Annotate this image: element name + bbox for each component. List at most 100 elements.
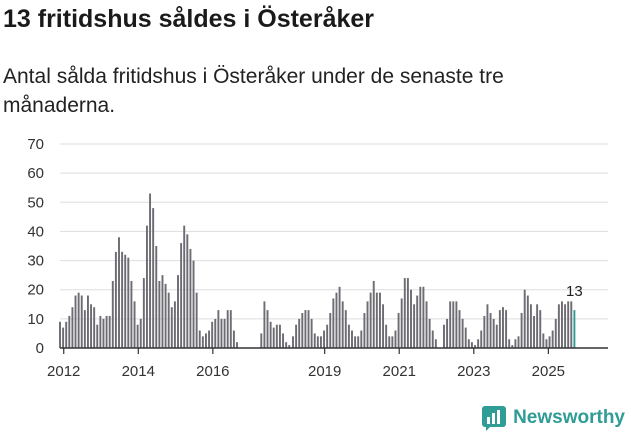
bar xyxy=(285,342,288,348)
bar xyxy=(467,339,470,348)
chart-title: 13 fritidshus såldes i Österåker xyxy=(3,5,375,33)
bar xyxy=(272,327,275,348)
x-tick-label: 2012 xyxy=(47,363,80,380)
bar xyxy=(341,301,344,348)
x-tick-label: 2014 xyxy=(122,363,155,380)
bar xyxy=(114,251,117,348)
bar xyxy=(567,301,570,348)
bar xyxy=(307,310,310,348)
bar xyxy=(83,310,86,348)
bar xyxy=(382,304,385,348)
bar xyxy=(410,289,412,348)
bar xyxy=(77,292,80,348)
bar xyxy=(523,289,526,348)
labels: 0 10 20 30 40 50 60 70 13 2012 2014 2016 2019 2021 202… xyxy=(27,136,582,380)
bar xyxy=(335,292,338,348)
x-tick-label: 2025 xyxy=(532,363,565,380)
bar xyxy=(133,301,136,348)
bar xyxy=(282,333,285,348)
bar xyxy=(449,301,452,348)
bar xyxy=(388,336,391,348)
bar xyxy=(298,318,301,348)
newsworthy-logo-icon xyxy=(482,406,507,431)
bar xyxy=(514,339,517,348)
bar xyxy=(149,193,152,348)
bar xyxy=(90,304,93,348)
bar xyxy=(93,307,96,348)
latest-value-label: 13 xyxy=(566,283,583,300)
bar xyxy=(295,324,298,348)
newsworthy-brand: Newsworthy xyxy=(481,405,625,431)
bar xyxy=(570,301,573,348)
bar xyxy=(326,324,329,348)
bar xyxy=(124,254,127,348)
bar xyxy=(428,318,431,348)
bar xyxy=(536,304,539,348)
bar xyxy=(263,301,266,348)
bar xyxy=(229,310,232,348)
chart-subtitle: Antal sålda fritidshus i Österåker under… xyxy=(3,65,504,117)
bar xyxy=(557,304,560,348)
bar xyxy=(186,234,189,348)
bar xyxy=(375,292,378,348)
bar xyxy=(548,336,551,348)
bar xyxy=(96,324,99,348)
bar xyxy=(474,345,476,348)
bar xyxy=(391,336,394,348)
bar xyxy=(489,313,492,348)
bar xyxy=(105,315,108,348)
bar xyxy=(152,208,155,348)
bar xyxy=(360,330,363,348)
y-tick-label: 20 xyxy=(27,282,44,299)
bar xyxy=(351,330,353,348)
brand-name: Newsworthy xyxy=(513,407,625,428)
bar xyxy=(461,318,464,348)
bar xyxy=(443,324,445,348)
bar xyxy=(520,313,523,348)
bar xyxy=(158,280,161,348)
y-tick-label: 60 xyxy=(27,165,44,182)
x-tick-label: 2016 xyxy=(196,363,229,380)
bar xyxy=(416,295,419,348)
bar xyxy=(269,321,272,348)
bar xyxy=(266,310,269,348)
bar xyxy=(223,318,226,348)
bar xyxy=(192,260,195,348)
bar xyxy=(529,304,532,348)
bar xyxy=(477,339,480,348)
bar xyxy=(323,330,326,348)
y-tick-label: 30 xyxy=(27,253,44,270)
bar xyxy=(313,333,316,348)
bar xyxy=(406,278,409,348)
bar xyxy=(226,310,229,348)
bar xyxy=(495,324,498,348)
bar xyxy=(62,327,65,348)
bar xyxy=(505,310,508,348)
bar xyxy=(329,313,332,348)
bar xyxy=(74,295,77,348)
bar xyxy=(118,237,120,348)
y-tick-label: 40 xyxy=(27,223,44,240)
bar xyxy=(413,304,416,348)
bar xyxy=(492,318,495,348)
bar xyxy=(425,301,428,348)
bar xyxy=(145,225,148,348)
bar xyxy=(354,336,357,348)
bar xyxy=(164,283,167,348)
bar xyxy=(403,278,406,348)
bar xyxy=(180,243,183,348)
bar xyxy=(564,304,567,348)
bar xyxy=(71,307,74,348)
bar xyxy=(502,307,504,348)
y-tick-label: 10 xyxy=(27,311,44,328)
bar xyxy=(130,280,133,348)
bar xyxy=(533,315,535,348)
bar xyxy=(214,318,217,348)
bar xyxy=(455,301,458,348)
bar xyxy=(232,330,235,348)
bar xyxy=(561,301,563,348)
bar xyxy=(304,310,307,348)
bar xyxy=(136,324,139,348)
bar xyxy=(220,318,223,348)
x-tick-label: 2019 xyxy=(308,363,341,380)
